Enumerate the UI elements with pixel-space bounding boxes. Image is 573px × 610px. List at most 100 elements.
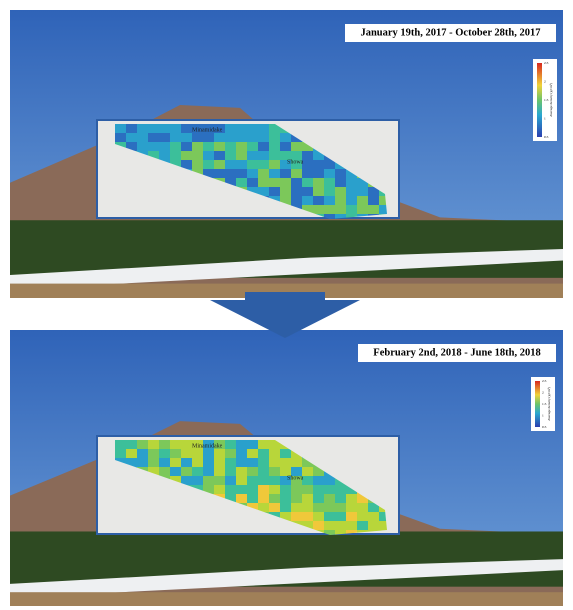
density-cell bbox=[291, 494, 302, 503]
density-cell bbox=[236, 494, 247, 503]
density-cell bbox=[258, 458, 269, 467]
density-cell bbox=[258, 187, 269, 196]
density-cell bbox=[357, 178, 368, 187]
density-cell bbox=[225, 440, 236, 449]
density-cell bbox=[302, 503, 313, 512]
panel: Minamidake Showa February 2nd, 2018 - June… bbox=[10, 330, 563, 606]
density-cell bbox=[335, 214, 346, 219]
density-cell bbox=[269, 133, 280, 142]
density-cell bbox=[346, 530, 357, 535]
density-cell bbox=[247, 440, 258, 449]
density-cell bbox=[324, 169, 335, 178]
density-cell bbox=[192, 458, 203, 467]
density-cell bbox=[192, 133, 203, 142]
density-cell bbox=[181, 440, 192, 449]
density-cell bbox=[357, 521, 368, 530]
density-cell bbox=[291, 485, 302, 494]
density-cell bbox=[247, 503, 258, 512]
density-cell bbox=[368, 187, 379, 196]
density-cell bbox=[170, 440, 181, 449]
density-cell bbox=[313, 196, 324, 205]
density-cell bbox=[357, 205, 368, 214]
colorbar-tick: 1.5 bbox=[542, 402, 547, 406]
density-cell bbox=[324, 521, 335, 530]
density-cell bbox=[346, 214, 357, 219]
density-cell bbox=[269, 142, 280, 151]
density-cell bbox=[236, 133, 247, 142]
density-cell bbox=[258, 449, 269, 458]
date-box bbox=[345, 24, 556, 42]
density-cell bbox=[115, 133, 126, 142]
density-cell bbox=[148, 440, 159, 449]
density-cell bbox=[269, 178, 280, 187]
density-cell bbox=[269, 494, 280, 503]
density-cell bbox=[225, 124, 236, 133]
density-cell bbox=[203, 124, 214, 133]
density-cell bbox=[115, 124, 126, 133]
density-cell bbox=[346, 205, 357, 214]
density-cell bbox=[324, 494, 335, 503]
density-cell bbox=[357, 187, 368, 196]
density-cell bbox=[280, 494, 291, 503]
density-cell bbox=[258, 160, 269, 169]
density-cell bbox=[236, 449, 247, 458]
density-cell bbox=[170, 449, 181, 458]
density-cell bbox=[269, 503, 280, 512]
density-cell bbox=[247, 178, 258, 187]
density-cell bbox=[291, 178, 302, 187]
density-cell bbox=[170, 133, 181, 142]
colorbar-tick: 2 bbox=[544, 79, 546, 83]
density-cell bbox=[159, 467, 170, 476]
density-cell bbox=[126, 142, 137, 151]
density-cell bbox=[192, 467, 203, 476]
density-cell bbox=[324, 178, 335, 187]
density-cell bbox=[302, 151, 313, 160]
density-cell bbox=[280, 133, 291, 142]
density-cell bbox=[368, 503, 379, 512]
colorbar-tick: 0.5 bbox=[544, 135, 549, 139]
colorbar-tick: 2 bbox=[542, 390, 544, 394]
density-cell bbox=[324, 530, 335, 535]
density-cell bbox=[236, 178, 247, 187]
date-label: February 2nd, 2018 - June 18th, 2018 bbox=[373, 347, 540, 358]
density-cell bbox=[291, 458, 302, 467]
density-cell bbox=[148, 458, 159, 467]
crater-label: Minamidake bbox=[192, 127, 223, 133]
density-cell bbox=[313, 178, 324, 187]
density-cell bbox=[313, 512, 324, 521]
density-cell bbox=[302, 142, 313, 151]
density-cell bbox=[313, 503, 324, 512]
density-cell bbox=[258, 142, 269, 151]
density-cell bbox=[346, 521, 357, 530]
density-cell bbox=[192, 449, 203, 458]
density-cell bbox=[214, 449, 225, 458]
density-cell bbox=[258, 485, 269, 494]
colorbar bbox=[537, 63, 542, 137]
density-cell bbox=[269, 458, 280, 467]
density-cell bbox=[159, 151, 170, 160]
density-cell bbox=[291, 169, 302, 178]
density-cell bbox=[115, 440, 126, 449]
density-cell bbox=[379, 196, 387, 205]
density-cell bbox=[258, 503, 269, 512]
density-cell bbox=[335, 187, 346, 196]
density-cell bbox=[324, 476, 335, 485]
density-cell bbox=[159, 133, 170, 142]
density-cell bbox=[247, 151, 258, 160]
density-cell bbox=[214, 151, 225, 160]
density-cell bbox=[313, 485, 324, 494]
density-cell bbox=[291, 160, 302, 169]
density-cell bbox=[302, 467, 313, 476]
density-cell bbox=[247, 169, 258, 178]
density-cell bbox=[181, 133, 192, 142]
density-cell bbox=[291, 187, 302, 196]
density-cell bbox=[291, 142, 302, 151]
density-cell bbox=[181, 476, 192, 485]
density-cell bbox=[302, 476, 313, 485]
density-cell bbox=[302, 160, 313, 169]
density-cell bbox=[203, 485, 214, 494]
density-cell bbox=[159, 449, 170, 458]
density-cell bbox=[302, 458, 313, 467]
density-cell bbox=[170, 151, 181, 160]
